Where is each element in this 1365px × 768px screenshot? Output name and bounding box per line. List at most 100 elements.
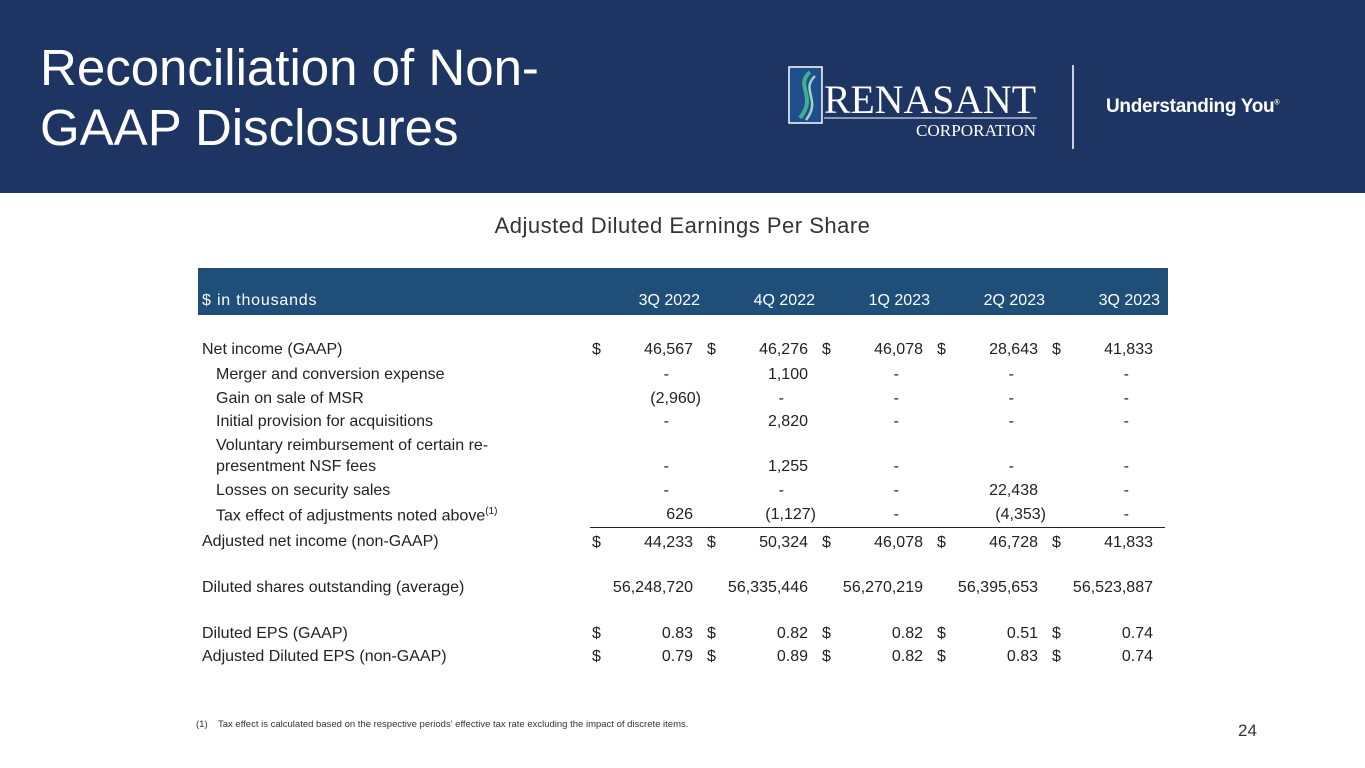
dollar-sign: $ <box>1052 648 1061 665</box>
table-cell: $0.83 <box>590 625 705 645</box>
cell-value: 1,100 <box>767 366 808 383</box>
table-cell: (4,353) <box>935 506 1050 526</box>
table-cell: - <box>820 366 935 386</box>
table-cell: - <box>1050 413 1165 433</box>
footnote-ref: (1) <box>485 506 498 517</box>
cell-value: 46,567 <box>644 341 693 358</box>
table-cell: $44,233 <box>590 527 705 551</box>
cell-value: - <box>663 482 669 499</box>
page-number: 24 <box>1238 721 1257 740</box>
table-cell: - <box>1050 366 1165 386</box>
table-cell: 56,335,446 <box>705 579 820 599</box>
cell-value: - <box>1123 458 1129 475</box>
cell-value: 50,324 <box>759 534 808 551</box>
table-cell: $0.51 <box>935 625 1050 645</box>
row-label-text: Adjusted Diluted EPS (non-GAAP) <box>202 648 447 665</box>
table-cell: 626 <box>590 506 705 526</box>
cell-value: - <box>893 506 899 523</box>
cell-value: 0.82 <box>776 625 808 642</box>
row-label-text: presentment NSF fees <box>216 458 377 475</box>
table-cell: - <box>705 390 820 410</box>
row-label-text: Net income (GAAP) <box>202 341 343 358</box>
cell-value: - <box>1123 506 1129 523</box>
cell-value: 56,270,219 <box>842 579 923 596</box>
cell-value: - <box>663 413 669 430</box>
cell-value: - <box>1123 482 1129 499</box>
row-label-text: Diluted shares outstanding (average) <box>202 579 465 596</box>
table-cell: $0.79 <box>590 648 705 668</box>
column-header: 1Q 2023 <box>868 292 930 309</box>
table-header: $ in thousands 3Q 2022 4Q 2022 1Q 2023 2Q 2… <box>198 268 1168 315</box>
dollar-sign: $ <box>592 625 601 642</box>
cell-value: - <box>778 390 784 407</box>
cell-value: (1,127) <box>765 506 816 523</box>
row-label: Diluted EPS (GAAP) <box>202 625 348 643</box>
row-label: Tax effect of adjustments noted above(1) <box>216 506 497 525</box>
dollar-sign: $ <box>1052 341 1061 358</box>
table-cell: - <box>820 390 935 410</box>
table-cell: - <box>1050 506 1165 526</box>
table-cell: $0.82 <box>705 625 820 645</box>
cell-value: - <box>893 482 899 499</box>
row-label: presentment NSF fees <box>216 458 376 476</box>
row-label-text: Initial provision for acquisitions <box>216 413 433 430</box>
table-cell: - <box>935 366 1050 386</box>
cell-value: 56,523,887 <box>1072 579 1153 596</box>
dollar-sign: $ <box>707 648 716 665</box>
table-cell: - <box>590 482 705 502</box>
table-row: Losses on security sales - - - 22,438 - <box>198 482 1168 502</box>
table-cell: 2,820 <box>705 413 820 433</box>
column-header: 3Q 2023 <box>1098 292 1160 309</box>
cell-value: (2,960) <box>650 390 701 407</box>
table-cell: - <box>590 458 705 478</box>
row-label: Adjusted Diluted EPS (non-GAAP) <box>202 648 447 666</box>
row-label-text: Voluntary reimbursement of certain re- <box>216 437 489 454</box>
column-header: 4Q 2022 <box>753 292 815 309</box>
cell-value: - <box>1123 366 1129 383</box>
row-label-text: Adjusted net income (non-GAAP) <box>202 533 439 550</box>
table-cell: - <box>820 458 935 478</box>
table-row: Adjusted net income (non-GAAP) $44,233 $50… <box>198 527 1168 553</box>
table-cell: $41,833 <box>1050 527 1165 551</box>
row-label: Initial provision for acquisitions <box>216 413 433 431</box>
cell-value: - <box>663 458 669 475</box>
cell-value: 41,833 <box>1104 341 1153 358</box>
table-row: presentment NSF fees - 1,255 - - - <box>198 458 1168 478</box>
cell-value: - <box>1008 366 1014 383</box>
table-cell: - <box>820 413 935 433</box>
cell-value: 46,276 <box>759 341 808 358</box>
row-label: Adjusted net income (non-GAAP) <box>202 533 439 551</box>
table-row: Net income (GAAP) $46,567 $46,276 $46,078 $2… <box>198 341 1168 361</box>
table-row: Gain on sale of MSR (2,960) - - - - <box>198 390 1168 410</box>
row-label-text: Diluted EPS (GAAP) <box>202 625 348 642</box>
cell-value: 56,335,446 <box>727 579 808 596</box>
row-label: Merger and conversion expense <box>216 366 445 384</box>
table-row: Diluted EPS (GAAP) $0.83 $0.82 $0.82 $0.51 $0… <box>198 625 1168 645</box>
cell-value: 44,233 <box>644 534 693 551</box>
dollar-sign: $ <box>592 648 601 665</box>
row-label-text: Gain on sale of MSR <box>216 390 364 407</box>
table-cell: $46,078 <box>820 527 935 551</box>
dollar-sign: $ <box>592 534 601 551</box>
renasant-logo: RENASANT CORPORATION <box>788 66 1037 140</box>
dollar-sign: $ <box>707 534 716 551</box>
row-label: Losses on security sales <box>216 482 390 500</box>
table-cell: 56,395,653 <box>935 579 1050 599</box>
cell-value: 0.89 <box>776 648 808 665</box>
cell-value: 56,395,653 <box>957 579 1038 596</box>
dollar-sign: $ <box>1052 625 1061 642</box>
dollar-sign: $ <box>937 341 946 358</box>
table-title: Adjusted Diluted Earnings Per Share <box>494 213 871 238</box>
table-cell: $0.83 <box>935 648 1050 668</box>
cell-value: 0.83 <box>1006 648 1038 665</box>
cell-value: 0.74 <box>1121 648 1153 665</box>
dollar-sign: $ <box>937 534 946 551</box>
dollar-sign: $ <box>937 648 946 665</box>
table-row: Merger and conversion expense - 1,100 - - - <box>198 366 1168 386</box>
cell-value: 626 <box>666 506 693 523</box>
table-cell: - <box>820 506 935 526</box>
table-row: Voluntary reimbursement of certain re- <box>198 437 1168 457</box>
table-row: Diluted shares outstanding (average) 56,2… <box>198 579 1168 599</box>
row-label-text: Losses on security sales <box>216 482 391 499</box>
table-cell: $28,643 <box>935 341 1050 361</box>
